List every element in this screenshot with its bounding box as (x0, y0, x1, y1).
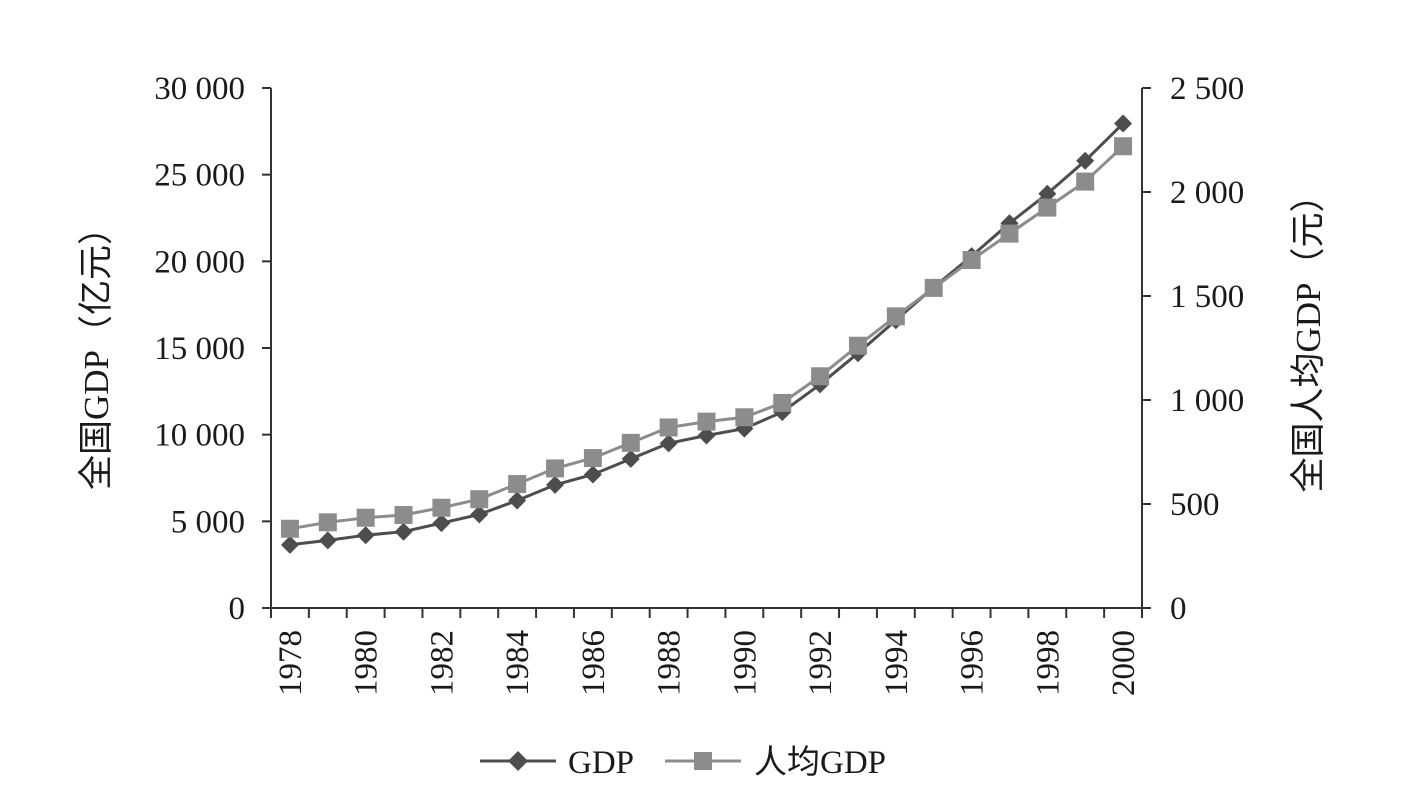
data-point-per-capita-gdp (697, 412, 716, 431)
y-right-tick-label: 500 (1170, 487, 1220, 523)
data-point-per-capita-gdp (735, 408, 754, 427)
data-point-per-capita-gdp (318, 513, 337, 532)
y-left-tick-label: 10 000 (154, 418, 245, 454)
x-tick-label: 1996 (955, 630, 991, 696)
series-layer (280, 114, 1133, 554)
data-point-gdp (508, 491, 527, 510)
data-point-gdp (356, 526, 375, 545)
x-tick-label: 1988 (652, 630, 688, 696)
data-point-gdp (1076, 151, 1095, 170)
y-left-tick-label: 20 000 (154, 244, 245, 280)
y-left-tick-label: 15 000 (154, 331, 245, 367)
data-point-per-capita-gdp (546, 459, 565, 478)
data-point-per-capita-gdp (280, 519, 299, 538)
series-line-per-capita-gdp (289, 145, 1125, 531)
data-point-per-capita-gdp (962, 251, 981, 270)
legend-diamond-marker (508, 751, 528, 771)
y-right-tick-label: 0 (1170, 591, 1187, 627)
tick-labels: 0 5 000 10 000 15 000 20 000 25 000 30 000 0 500… (154, 71, 1244, 696)
data-point-per-capita-gdp (470, 490, 489, 509)
data-point-per-capita-gdp (886, 307, 905, 326)
y-right-tick-label: 1 000 (1170, 383, 1244, 419)
x-tick-label: 1980 (349, 630, 385, 696)
series-line-gdp (289, 122, 1125, 547)
y-left-tick-label: 30 000 (154, 71, 245, 107)
x-tick-label: 1982 (424, 630, 460, 696)
y-right-tick-label: 2 500 (1170, 71, 1244, 107)
y-right-axis-title: 全国人均GDP（元） (1289, 177, 1328, 492)
data-point-gdp (318, 531, 337, 550)
data-point-gdp (546, 475, 565, 494)
x-tick-label: 1994 (879, 630, 915, 696)
y-right-tick-label: 1 500 (1170, 279, 1244, 315)
y-right-tick-label: 2 000 (1170, 175, 1244, 211)
data-point-per-capita-gdp (621, 433, 640, 452)
data-point-gdp (280, 535, 299, 554)
data-point-gdp (470, 505, 489, 524)
x-tick-label: 1986 (576, 630, 612, 696)
data-point-per-capita-gdp (1000, 224, 1019, 243)
legend: GDP 人均GDP (480, 744, 886, 781)
legend-label-gdp: GDP (568, 745, 634, 781)
x-tick-label: 1990 (727, 630, 763, 696)
y-left-tick-label: 25 000 (154, 158, 245, 194)
y-left-tick-label: 0 (229, 591, 246, 627)
data-point-gdp (1038, 184, 1057, 203)
x-tick-label: 1978 (273, 630, 309, 696)
data-point-per-capita-gdp (924, 278, 943, 297)
x-tick-label: 1992 (803, 630, 839, 696)
data-point-per-capita-gdp (1038, 198, 1057, 217)
data-point-gdp (697, 426, 716, 445)
data-point-per-capita-gdp (394, 506, 413, 525)
data-point-per-capita-gdp (1076, 172, 1095, 191)
y-left-axis-title: 全国GDP（亿元） (77, 210, 116, 490)
data-point-gdp (432, 514, 451, 533)
legend-label-per-capita-gdp: 人均GDP (754, 744, 886, 781)
data-point-per-capita-gdp (508, 475, 527, 494)
x-tick-label: 1998 (1030, 630, 1066, 696)
data-point-gdp (1114, 114, 1133, 133)
data-point-per-capita-gdp (659, 418, 678, 437)
data-point-per-capita-gdp (1114, 137, 1133, 156)
data-point-gdp (621, 449, 640, 468)
data-point-per-capita-gdp (583, 449, 602, 468)
axes (262, 87, 1151, 618)
data-point-gdp (583, 465, 602, 484)
data-point-per-capita-gdp (432, 498, 451, 517)
data-point-per-capita-gdp (773, 393, 792, 412)
legend-square-marker (694, 752, 712, 770)
x-tick-label: 1984 (500, 630, 536, 696)
data-point-per-capita-gdp (356, 508, 375, 527)
data-point-gdp (394, 522, 413, 541)
data-point-gdp (659, 434, 678, 453)
x-tick-label: 2000 (1106, 630, 1142, 696)
data-point-per-capita-gdp (848, 336, 867, 355)
data-point-per-capita-gdp (811, 367, 830, 386)
y-left-tick-label: 5 000 (171, 504, 245, 540)
